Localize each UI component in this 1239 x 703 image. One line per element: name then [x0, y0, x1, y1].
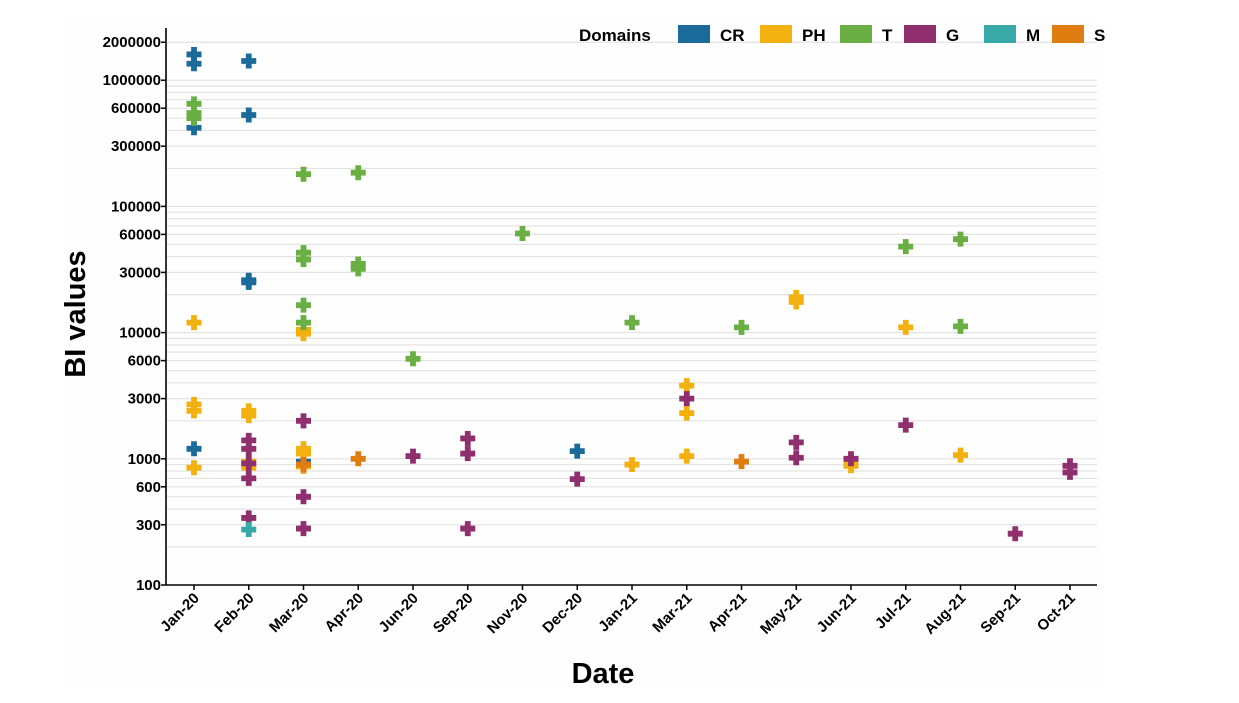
data-point — [460, 446, 476, 462]
data-point — [624, 315, 640, 331]
y-tick-label: 2000000 — [103, 34, 161, 51]
data-point — [186, 315, 202, 331]
data-point — [296, 326, 311, 342]
data-point — [898, 319, 914, 335]
data-point — [843, 451, 859, 467]
data-point — [405, 448, 421, 464]
x-axis-title: Date — [572, 658, 635, 690]
data-point — [296, 413, 311, 429]
legend-label: M — [1026, 26, 1040, 45]
y-tick-label: 60000 — [119, 226, 161, 243]
y-tick-label: 600000 — [111, 100, 161, 117]
data-point — [241, 510, 257, 526]
y-tick-label: 100 — [136, 577, 161, 594]
data-point — [734, 319, 749, 335]
data-point — [569, 443, 585, 459]
y-tick-label: 6000 — [128, 353, 161, 370]
legend-swatch — [984, 25, 1016, 43]
y-tick-label: 300000 — [111, 138, 161, 155]
data-point — [350, 451, 366, 467]
data-point — [296, 315, 311, 331]
data-point — [296, 446, 311, 462]
data-point — [460, 521, 476, 537]
data-point — [296, 521, 311, 537]
data-point — [296, 489, 311, 505]
data-point — [241, 107, 257, 123]
legend-swatch — [904, 25, 936, 43]
data-point — [241, 272, 257, 288]
data-point — [186, 96, 202, 112]
data-point — [186, 403, 202, 419]
y-tick-label: 100000 — [111, 198, 161, 215]
y-tick-label: 1000000 — [103, 72, 161, 89]
data-point — [679, 405, 695, 421]
data-point — [350, 165, 366, 181]
data-point — [569, 471, 585, 487]
data-point — [788, 450, 804, 466]
legend-swatch — [840, 25, 872, 43]
legend-swatch — [1052, 25, 1084, 43]
data-point — [296, 297, 311, 313]
data-point — [953, 318, 968, 334]
data-point — [953, 447, 968, 463]
data-point — [679, 378, 695, 394]
y-tick-label: 1000 — [128, 451, 161, 468]
data-point — [241, 441, 257, 457]
data-point — [679, 391, 695, 407]
y-tick-label: 600 — [136, 479, 161, 496]
data-point — [296, 251, 311, 267]
data-point — [186, 110, 202, 126]
data-point — [241, 432, 257, 448]
data-point — [953, 231, 968, 247]
y-tick-label: 10000 — [119, 325, 161, 342]
legend-title: Domains — [579, 26, 651, 45]
legend-swatch — [678, 25, 710, 43]
data-point — [734, 454, 749, 470]
data-point — [241, 408, 257, 424]
legend-label: CR — [720, 26, 745, 45]
data-point — [296, 166, 311, 182]
data-point — [898, 239, 914, 255]
data-point — [788, 434, 804, 450]
y-tick-label: 300 — [136, 517, 161, 534]
data-point — [1062, 464, 1078, 480]
data-point — [788, 294, 804, 310]
legend-label: S — [1094, 26, 1105, 45]
data-point — [186, 460, 202, 476]
data-point — [241, 522, 257, 538]
y-tick-label: 30000 — [119, 264, 161, 281]
data-point — [405, 351, 421, 367]
data-point — [241, 455, 257, 471]
y-axis-ticks: 100 300 600 1000 3000 6000 10000 30000 60000 1000… — [103, 34, 166, 594]
grid-lines — [166, 41, 1097, 548]
data-point — [241, 53, 257, 69]
data-point — [186, 441, 202, 457]
data-point — [898, 417, 914, 433]
legend: Domains CR PH T G M S — [579, 25, 1105, 45]
data-point — [241, 470, 257, 486]
legend-swatch — [760, 25, 792, 43]
data-point — [296, 457, 311, 473]
data-point — [186, 120, 202, 136]
data-point — [1007, 526, 1023, 542]
data-point — [624, 457, 640, 473]
data-points — [186, 46, 1078, 542]
data-point — [515, 226, 530, 242]
data-point — [460, 430, 476, 446]
data-point — [186, 46, 202, 62]
data-point — [350, 261, 366, 277]
legend-label: G — [946, 26, 959, 45]
data-point — [679, 448, 695, 464]
legend-label: PH — [802, 26, 826, 45]
y-axis-title: BI values — [60, 250, 92, 377]
data-point — [186, 56, 202, 72]
y-tick-label: 3000 — [128, 391, 161, 408]
legend-label: T — [882, 26, 893, 45]
